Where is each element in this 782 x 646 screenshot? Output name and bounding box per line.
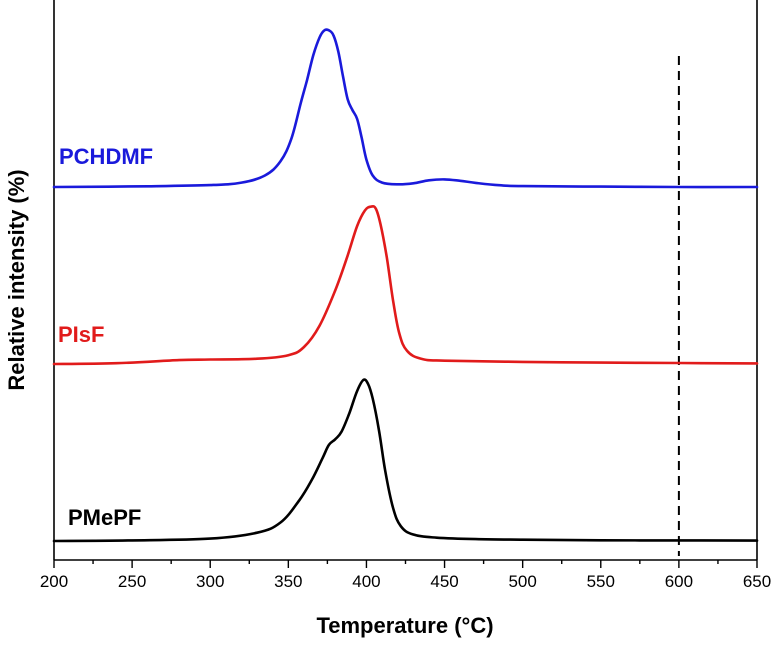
series-label-pisf: PIsF: [58, 322, 104, 347]
x-axis-ticks: [53, 560, 758, 568]
x-tick-label-400: 400: [352, 572, 380, 591]
x-tick-label-600: 600: [665, 572, 693, 591]
y-axis-title: Relative intensity (%): [4, 169, 29, 390]
x-tick-label-250: 250: [118, 572, 146, 591]
series-label-pchdmf: PCHDMF: [59, 144, 153, 169]
x-tick-label-200: 200: [40, 572, 68, 591]
x-tick-label-500: 500: [508, 572, 536, 591]
x-tick-label-300: 300: [196, 572, 224, 591]
x-axis-title: Temperature (°C): [316, 613, 493, 638]
x-axis-tick-labels: 200 250 300 350 400 450 500 550 600 650: [40, 572, 771, 591]
series-line-pisf: [52, 204, 759, 366]
x-tick-label-550: 550: [587, 572, 615, 591]
series-line-pmepf: [52, 378, 759, 543]
x-tick-label-350: 350: [274, 572, 302, 591]
series-label-pmepf: PMePF: [68, 505, 141, 530]
x-tick-label-450: 450: [430, 572, 458, 591]
series-line-pchdmf: [52, 28, 759, 189]
x-tick-label-650: 650: [743, 572, 771, 591]
series-curves: [52, 28, 759, 543]
